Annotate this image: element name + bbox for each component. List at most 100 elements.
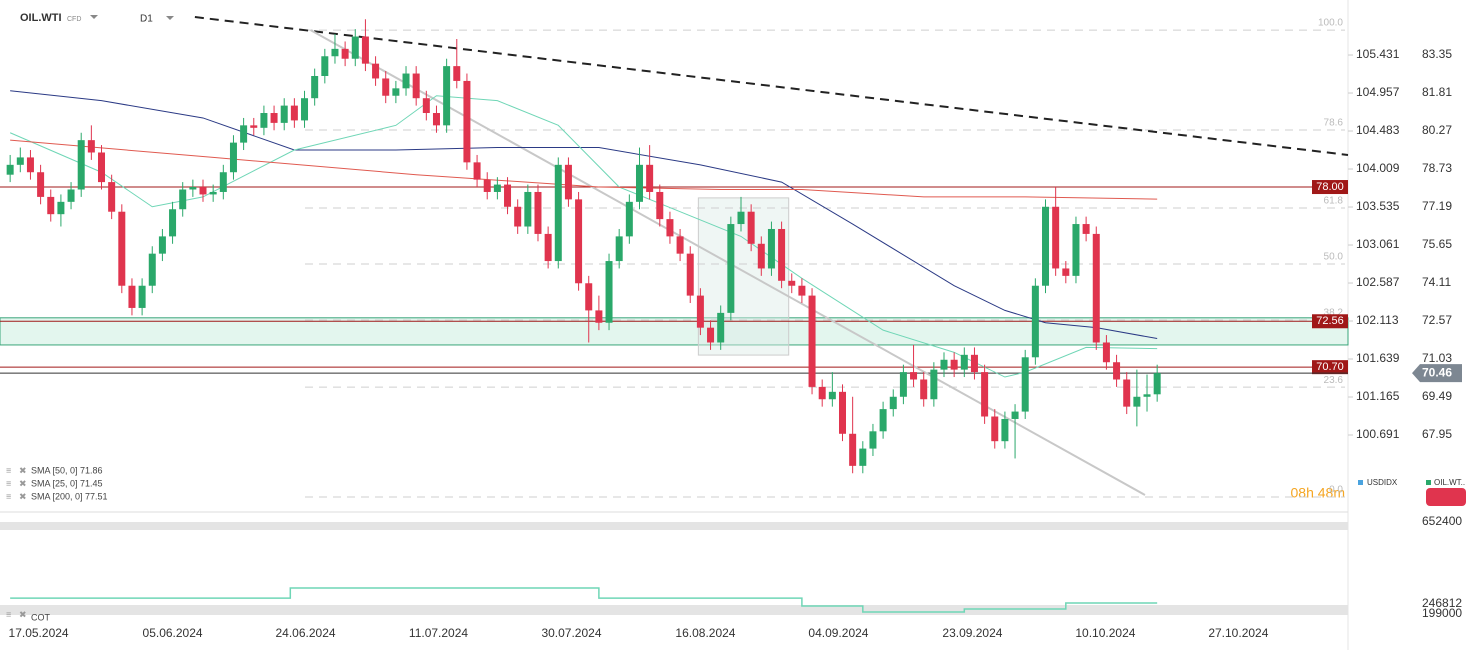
candle-body	[199, 187, 207, 195]
candle-body	[1031, 285, 1039, 358]
candle-body	[514, 206, 522, 227]
candle-body	[849, 433, 857, 466]
candle-body	[747, 211, 755, 244]
candle-body	[128, 285, 136, 308]
candle-body	[169, 209, 177, 237]
y2-tick-label: 101.165	[1356, 389, 1400, 403]
candle-body	[270, 113, 278, 123]
candle-body	[331, 48, 339, 57]
candle-body	[37, 172, 45, 197]
y2-tick-label: 102.113	[1356, 313, 1399, 327]
candle-body	[1143, 394, 1151, 397]
candle-body	[108, 182, 116, 212]
candle-body	[250, 125, 258, 128]
candle-body	[1042, 206, 1050, 286]
y-tick-label: 67.95	[1422, 427, 1452, 441]
candle-body	[87, 140, 95, 153]
y2-tick-label: 100.691	[1356, 427, 1400, 441]
x-tick-label: 05.06.2024	[143, 626, 203, 640]
legend-icon[interactable]: ≡	[6, 465, 11, 475]
trendline	[194, 16, 1349, 156]
candle-body	[1082, 224, 1090, 234]
candle-body	[656, 191, 664, 220]
candle-body	[889, 396, 897, 410]
pane-band	[0, 605, 1348, 615]
y2-tick-label: 103.535	[1356, 199, 1400, 213]
candle-body	[1092, 233, 1100, 343]
candle-body	[930, 369, 938, 400]
candle-body	[646, 164, 654, 192]
candle-body	[57, 201, 65, 215]
level-badge	[1312, 180, 1348, 195]
candle-body	[311, 75, 319, 99]
candle-body	[189, 187, 197, 190]
legend-icon[interactable]: ≡	[6, 478, 11, 488]
x-tick-label: 30.07.2024	[541, 626, 601, 640]
candle-body	[575, 199, 583, 284]
legend-swatch	[1426, 480, 1431, 485]
x-tick-label: 17.05.2024	[9, 626, 69, 640]
candle-body	[717, 312, 725, 343]
candle-body	[950, 359, 958, 370]
candle-body	[818, 386, 826, 400]
level-label: 78.00	[1316, 181, 1344, 193]
candle-body	[605, 261, 613, 323]
candle-body	[432, 113, 440, 126]
candle-body	[229, 142, 237, 173]
candle-body	[1102, 342, 1110, 363]
level-badge	[1312, 314, 1348, 329]
main-symbol: OIL.WT..	[1434, 478, 1465, 487]
y-tick-label: 77.19	[1422, 199, 1452, 213]
candle-body	[392, 88, 400, 96]
pane-band	[0, 522, 1348, 530]
candle-body	[1133, 396, 1141, 407]
candle-body	[493, 184, 501, 192]
y2-tick-label: 105.431	[1356, 47, 1400, 61]
candle-body	[798, 285, 806, 296]
y-tick-label: 75.65	[1422, 237, 1452, 251]
interval[interactable]: D1	[140, 14, 153, 25]
legend-close: ✖	[19, 609, 27, 619]
candle-body	[686, 253, 694, 296]
x-tick-label: 27.10.2024	[1208, 626, 1268, 640]
sma-line	[10, 139, 1158, 200]
candle-body	[67, 189, 75, 202]
x-tick-label: 24.06.2024	[276, 626, 336, 640]
candle-body	[240, 125, 248, 143]
candle-body	[6, 164, 14, 175]
candle-body	[260, 113, 268, 128]
candle-body	[767, 228, 775, 269]
candle-body	[808, 295, 816, 387]
candle-body	[991, 416, 999, 442]
cot-tick-label: 652400	[1422, 514, 1462, 528]
candle-body	[504, 184, 512, 207]
dropdown-icon[interactable]	[90, 15, 98, 19]
candle-body	[280, 105, 288, 123]
symbol[interactable]: OIL.WTI	[20, 12, 62, 24]
candle-body	[179, 189, 187, 210]
legend-label: SMA [25, 0] 71.45	[31, 478, 103, 488]
x-tick-label: 11.07.2024	[409, 626, 468, 640]
candle-body	[372, 63, 380, 79]
candle-body	[77, 140, 85, 190]
candle-body	[839, 391, 846, 434]
cot-legend: COT	[31, 612, 51, 622]
legend-close: ✖	[19, 465, 27, 475]
candle-body	[321, 56, 329, 76]
candle-body	[595, 310, 603, 323]
candle-body	[412, 73, 420, 99]
candle-body	[635, 164, 643, 202]
legend-close: ✖	[19, 491, 27, 501]
legend-icon[interactable]: ≡	[6, 491, 11, 501]
dropdown-icon[interactable]	[166, 16, 174, 20]
candle-body	[778, 228, 786, 281]
y-tick-label: 83.35	[1422, 47, 1452, 61]
candle-body	[290, 105, 298, 121]
y-tick-label: 71.03	[1422, 351, 1452, 365]
fib-label: 78.6	[1324, 118, 1344, 129]
fib-label: 50.0	[1324, 252, 1344, 263]
y-tick-label: 81.81	[1422, 85, 1452, 99]
candle-body	[534, 191, 542, 234]
candle-body	[920, 379, 928, 400]
y-tick-label: 69.49	[1422, 389, 1452, 403]
